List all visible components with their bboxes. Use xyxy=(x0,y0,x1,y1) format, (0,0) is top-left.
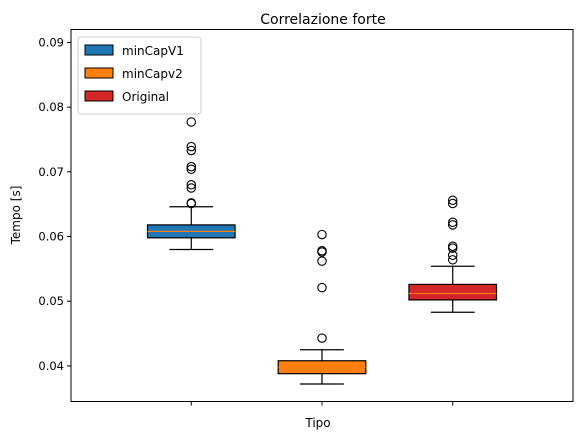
box-2 xyxy=(408,283,498,301)
outlier-point xyxy=(186,145,197,156)
outlier-point xyxy=(447,255,458,265)
y-tick-label: 0.06 xyxy=(38,230,64,244)
outlier-point xyxy=(317,229,327,240)
outlier-point xyxy=(186,117,197,127)
outlier-point xyxy=(186,198,197,208)
axes-frame xyxy=(70,29,574,402)
plot-area: 0.04 0.05 0.06 0.07 0.08 0.09 xyxy=(38,35,498,406)
outlier-point xyxy=(447,241,458,251)
outlier-point xyxy=(186,161,197,172)
chart-title: Correlazione forte xyxy=(260,12,385,28)
outlier-point xyxy=(317,246,327,256)
outlier-point xyxy=(317,333,327,343)
outlier-point xyxy=(447,220,458,230)
x-axis-label: Tipo xyxy=(304,416,330,430)
y-tick-label: 0.07 xyxy=(38,165,64,179)
y-axis-label: Tempo [s] xyxy=(9,186,23,246)
legend-label-0: minCapV1 xyxy=(122,44,184,58)
y-tick-label: 0.05 xyxy=(38,294,64,308)
outlier-point xyxy=(317,282,327,293)
legend-swatch-1 xyxy=(84,67,114,79)
y-tick-label: 0.09 xyxy=(38,35,64,49)
y-tick-label: 0.08 xyxy=(38,100,64,114)
outlier-point xyxy=(447,217,458,228)
legend-label-2: Original xyxy=(122,90,169,104)
outlier-point xyxy=(186,183,197,193)
outlier-point xyxy=(186,164,197,174)
outlier-point xyxy=(447,195,458,206)
y-tick-label: 0.04 xyxy=(38,359,64,373)
outlier-point xyxy=(186,180,197,190)
legend-swatch-0 xyxy=(84,44,114,56)
outlier-point xyxy=(447,250,458,261)
outlier-point xyxy=(317,256,327,266)
legend: minCapV1 minCapv2 Original xyxy=(77,36,202,115)
legend-swatch-2 xyxy=(84,90,114,102)
outlier-point xyxy=(447,198,458,209)
legend-label-1: minCapv2 xyxy=(122,67,183,81)
outlier-point xyxy=(186,141,197,152)
